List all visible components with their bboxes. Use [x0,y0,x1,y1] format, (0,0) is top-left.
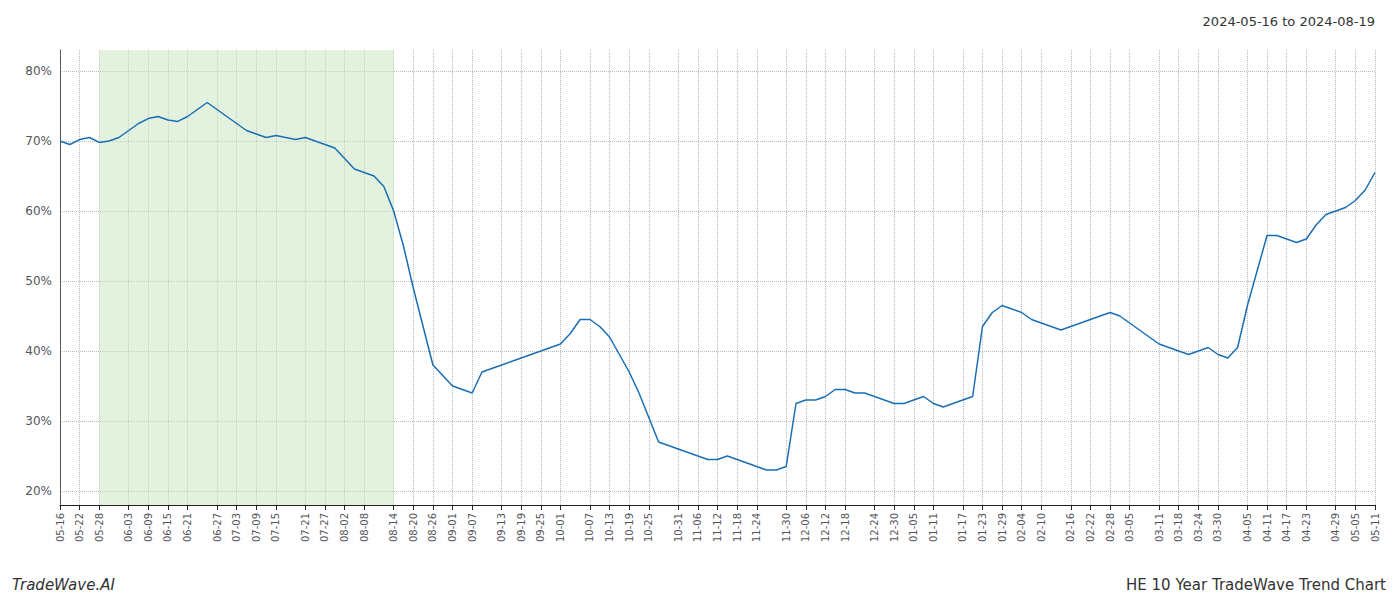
svg-text:10-13: 10-13 [604,513,615,542]
svg-text:09-13: 09-13 [496,513,507,542]
svg-text:70%: 70% [25,134,52,148]
svg-text:10-31: 10-31 [673,513,684,542]
svg-text:40%: 40% [25,344,52,358]
svg-text:12-24: 12-24 [869,513,880,542]
svg-text:05-28: 05-28 [94,513,105,542]
svg-text:05-22: 05-22 [74,513,85,542]
svg-text:80%: 80% [25,64,52,78]
svg-text:07-27: 07-27 [319,513,330,542]
svg-text:12-30: 12-30 [889,513,900,542]
svg-text:02-28: 02-28 [1105,513,1116,542]
svg-text:06-09: 06-09 [143,513,154,542]
svg-text:08-20: 08-20 [408,513,419,542]
svg-text:01-05: 01-05 [908,513,919,542]
svg-text:03-05: 03-05 [1124,513,1135,542]
svg-text:08-26: 08-26 [427,513,438,542]
svg-text:06-27: 06-27 [212,513,223,542]
svg-text:60%: 60% [25,204,52,218]
svg-text:11-24: 11-24 [751,513,762,542]
svg-text:02-16: 02-16 [1065,513,1076,542]
svg-text:03-11: 03-11 [1154,513,1165,542]
svg-text:01-11: 01-11 [928,513,939,542]
svg-text:01-17: 01-17 [957,513,968,542]
svg-text:07-15: 07-15 [270,513,281,542]
svg-text:11-12: 11-12 [712,513,723,542]
svg-text:03-24: 03-24 [1193,513,1204,542]
svg-text:12-06: 12-06 [800,513,811,542]
svg-text:04-17: 04-17 [1281,513,1292,542]
svg-text:02-10: 02-10 [1036,513,1047,542]
svg-text:09-25: 09-25 [535,513,546,542]
svg-text:02-22: 02-22 [1085,513,1096,542]
svg-text:12-18: 12-18 [840,513,851,542]
svg-text:10-07: 10-07 [584,513,595,542]
svg-text:50%: 50% [25,274,52,288]
svg-text:08-08: 08-08 [359,513,370,542]
svg-text:06-21: 06-21 [182,513,193,542]
svg-text:06-03: 06-03 [123,513,134,542]
svg-text:08-02: 08-02 [339,513,350,542]
svg-text:09-01: 09-01 [447,513,458,542]
svg-text:30%: 30% [25,414,52,428]
svg-text:07-21: 07-21 [300,513,311,542]
svg-text:03-30: 03-30 [1212,513,1223,542]
svg-text:HE 10 Year TradeWave Trend Cha: HE 10 Year TradeWave Trend Chart [1126,576,1386,594]
svg-text:01-29: 01-29 [997,513,1008,542]
svg-text:07-09: 07-09 [251,513,262,542]
svg-text:03-18: 03-18 [1173,513,1184,542]
svg-text:11-30: 11-30 [781,513,792,542]
svg-text:02-04: 02-04 [1016,513,1027,542]
svg-text:10-19: 10-19 [624,513,635,542]
svg-text:05-11: 05-11 [1370,513,1381,542]
svg-text:05-16: 05-16 [55,513,66,542]
svg-text:20%: 20% [25,484,52,498]
svg-text:11-06: 11-06 [692,513,703,542]
svg-text:12-12: 12-12 [820,513,831,542]
svg-text:04-11: 04-11 [1262,513,1273,542]
svg-text:07-03: 07-03 [231,513,242,542]
svg-text:09-07: 09-07 [467,513,478,542]
svg-text:04-05: 04-05 [1242,513,1253,542]
svg-text:10-25: 10-25 [643,513,654,542]
svg-text:04-29: 04-29 [1330,513,1341,542]
svg-text:05-05: 05-05 [1350,513,1361,542]
svg-text:01-23: 01-23 [977,513,988,542]
svg-text:09-19: 09-19 [516,513,527,542]
svg-text:2024-05-16 to 2024-08-19: 2024-05-16 to 2024-08-19 [1203,14,1375,29]
svg-text:08-14: 08-14 [388,513,399,542]
svg-text:04-23: 04-23 [1301,513,1312,542]
svg-text:10-01: 10-01 [555,513,566,542]
svg-text:TradeWave.AI: TradeWave.AI [12,576,115,594]
svg-text:06-15: 06-15 [162,513,173,542]
svg-text:11-18: 11-18 [732,513,743,542]
